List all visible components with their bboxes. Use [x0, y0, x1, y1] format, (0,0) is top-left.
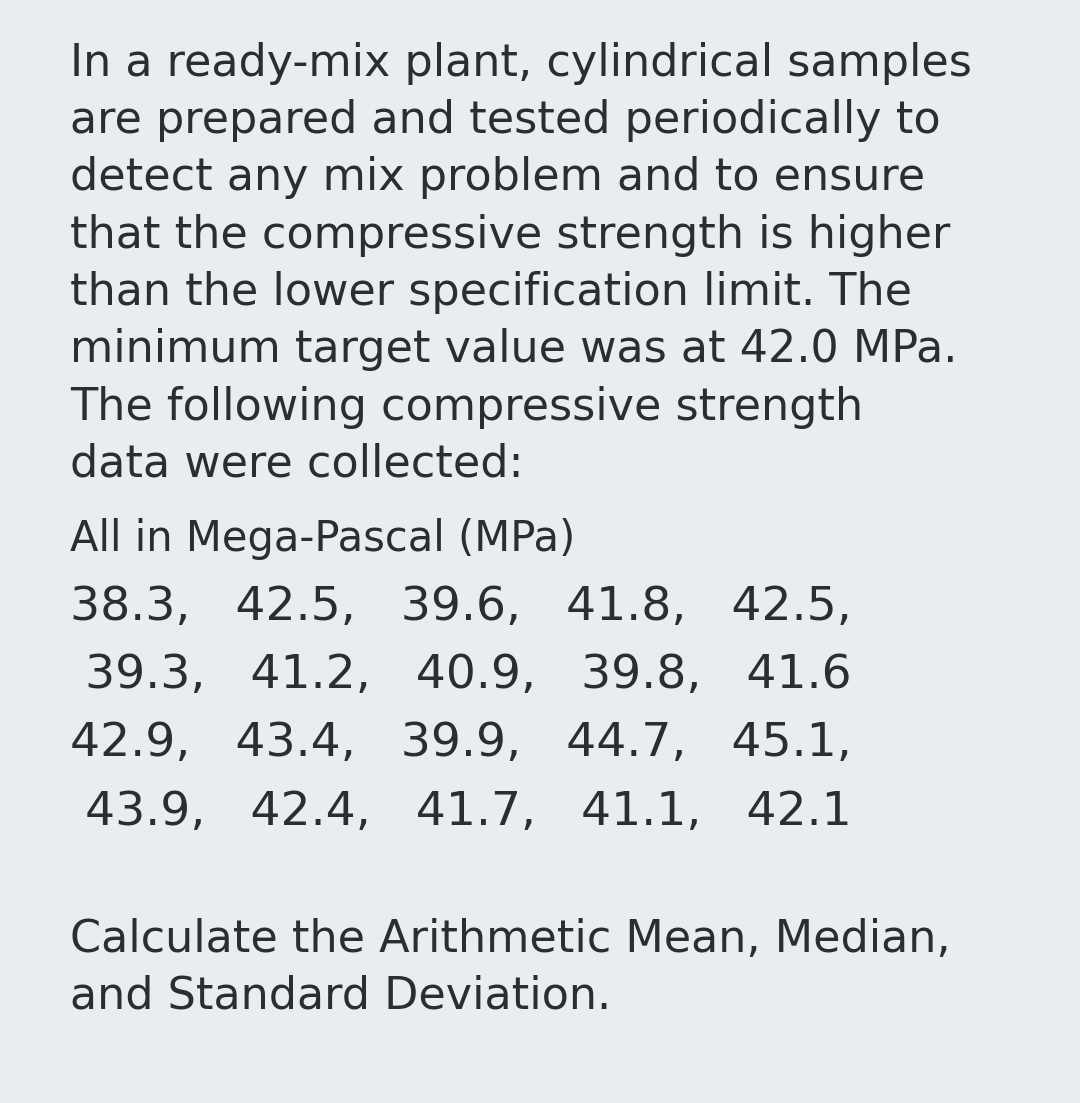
Text: 39.3,   41.2,   40.9,   39.8,   41.6: 39.3, 41.2, 40.9, 39.8, 41.6 — [70, 653, 852, 698]
Text: 38.3,   42.5,   39.6,   41.8,   42.5,: 38.3, 42.5, 39.6, 41.8, 42.5, — [70, 585, 852, 630]
Text: Calculate the Arithmetic Mean, Median,
and Standard Deviation.: Calculate the Arithmetic Mean, Median, a… — [70, 918, 950, 1018]
Text: In a ready-mix plant, cylindrical samples
are prepared and tested periodically t: In a ready-mix plant, cylindrical sample… — [70, 42, 972, 486]
Text: All in Mega-Pascal (MPa): All in Mega-Pascal (MPa) — [70, 518, 576, 560]
Text: 42.9,   43.4,   39.9,   44.7,   45.1,: 42.9, 43.4, 39.9, 44.7, 45.1, — [70, 721, 852, 767]
Text: 43.9,   42.4,   41.7,   41.1,   42.1: 43.9, 42.4, 41.7, 41.1, 42.1 — [70, 790, 852, 835]
